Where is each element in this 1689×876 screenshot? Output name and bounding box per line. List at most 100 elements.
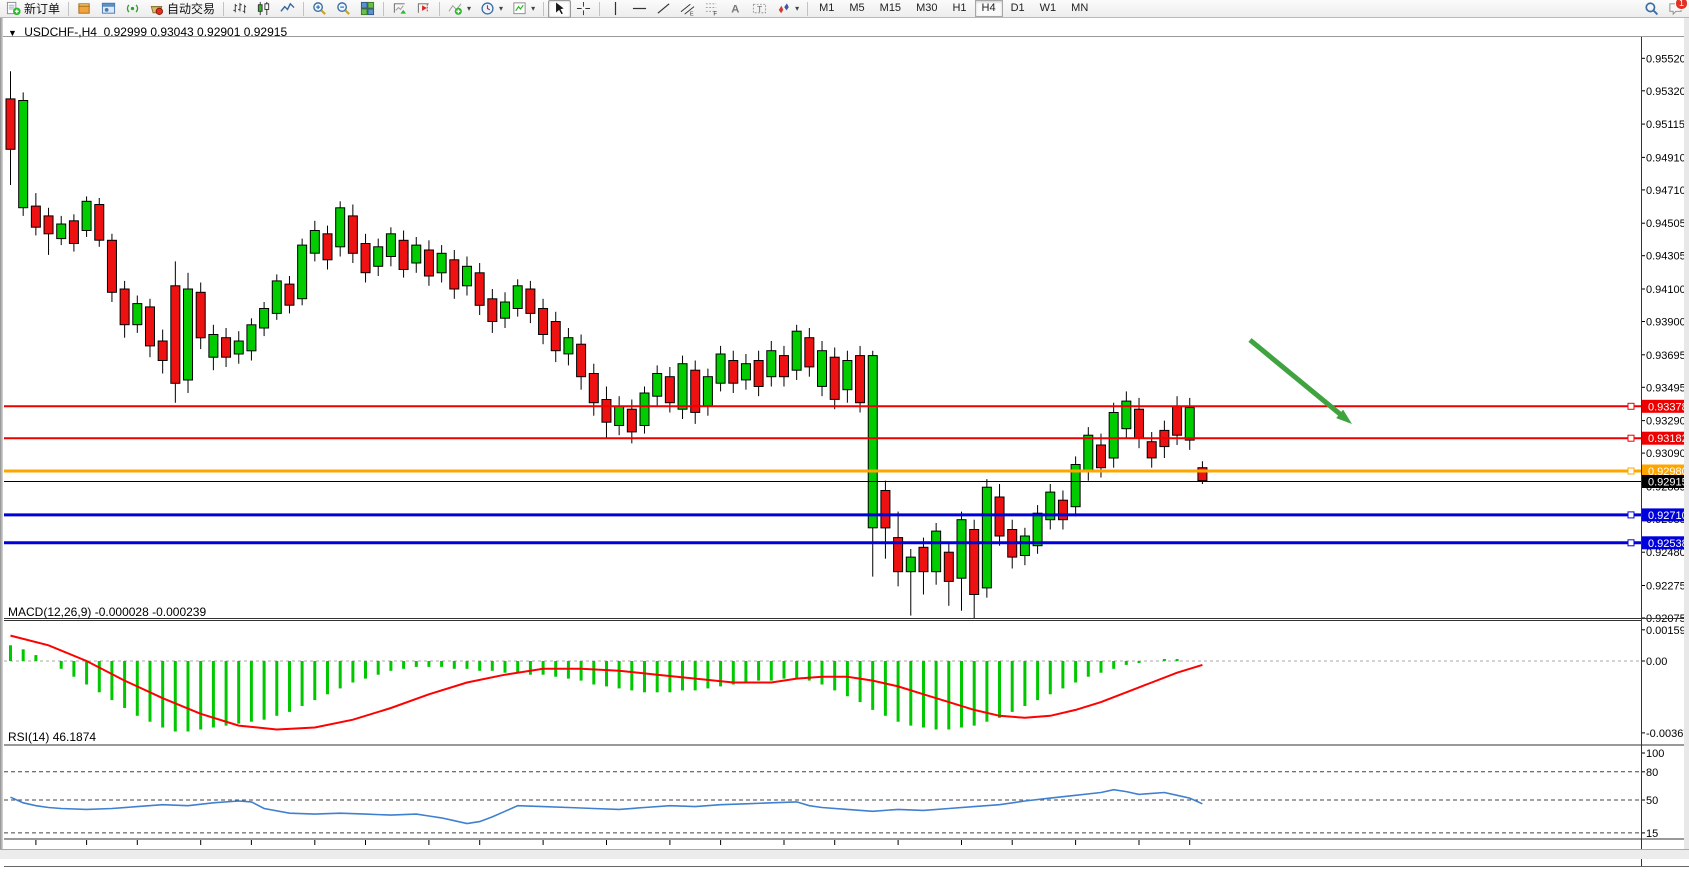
channel-button[interactable]: E xyxy=(676,0,699,18)
candle xyxy=(1045,491,1056,521)
new-order-button[interactable]: 新订单 xyxy=(2,0,64,18)
dropdown-arrow-icon[interactable]: ▾ xyxy=(531,4,536,13)
chart-window-button[interactable] xyxy=(73,0,96,18)
svg-text:E: E xyxy=(690,12,694,16)
candlestick-button[interactable] xyxy=(252,0,275,18)
candle xyxy=(81,200,92,232)
svg-text:F: F xyxy=(713,11,717,16)
chart-ohlc-values: 0.92999 0.93043 0.92901 0.92915 xyxy=(103,25,288,39)
label-button[interactable]: T xyxy=(748,0,771,18)
new-order-icon xyxy=(6,1,21,16)
candle xyxy=(56,223,67,240)
candle xyxy=(652,373,663,397)
timeframe-h1[interactable]: H1 xyxy=(952,2,967,14)
autotrading-button[interactable]: 自动交易 xyxy=(145,0,219,18)
macd-axis-tick: 0.00 xyxy=(1646,656,1667,668)
line-chart-button[interactable] xyxy=(276,0,299,18)
autotrading-button-label: 自动交易 xyxy=(167,2,216,16)
timeframe-mn[interactable]: MN xyxy=(1071,2,1089,14)
tile-windows-button[interactable] xyxy=(356,0,379,18)
candle xyxy=(740,363,751,381)
candle xyxy=(1146,441,1157,459)
timeframe-m15[interactable]: M15 xyxy=(879,2,902,14)
dropdown-arrow-icon[interactable]: ▾ xyxy=(467,4,472,13)
indicators-button[interactable]: ▾ xyxy=(444,0,475,18)
crosshair-button[interactable] xyxy=(572,0,595,18)
rsi-value: 46.1874 xyxy=(52,730,97,744)
rsi-line xyxy=(10,788,1203,825)
timeframe-h4[interactable]: H4 xyxy=(974,0,1003,17)
candle xyxy=(322,233,333,261)
fibonacci-button[interactable]: F xyxy=(700,0,723,18)
candle xyxy=(842,360,853,391)
candle xyxy=(144,306,155,347)
candle xyxy=(335,207,346,248)
dropdown-arrow-icon[interactable]: ▾ xyxy=(795,4,800,13)
price-axis-tick: 0.94505 xyxy=(1646,218,1686,230)
candle xyxy=(1108,412,1119,459)
bar-chart-button[interactable] xyxy=(228,0,251,18)
terminal-button[interactable] xyxy=(97,0,120,18)
timeframe-m30[interactable]: M30 xyxy=(916,2,938,14)
line-handle[interactable] xyxy=(1627,539,1635,547)
text-button[interactable]: A xyxy=(724,0,747,18)
candle xyxy=(94,204,105,241)
candle xyxy=(157,340,168,361)
shapes-button[interactable]: ▾ xyxy=(772,0,803,18)
candle xyxy=(436,252,447,274)
search-button[interactable] xyxy=(1640,0,1663,18)
candle xyxy=(969,529,980,595)
toolbar-separator xyxy=(223,1,225,16)
templates-button[interactable]: ▾ xyxy=(508,0,539,18)
rsi-axis-tick: 80 xyxy=(1646,767,1658,779)
candle xyxy=(664,376,675,404)
candle xyxy=(778,355,789,378)
dropdown-arrow-icon[interactable]: ▾ xyxy=(499,4,504,13)
chart-canvas[interactable]: 0.95520 0.95320 0.95115 0.94910 0.94710 0.945… xyxy=(0,18,1689,876)
timeframe-m5[interactable]: M5 xyxy=(849,2,865,14)
zoom-out-button[interactable] xyxy=(332,0,355,18)
chart-symbol-period: USDCHF-,H4 xyxy=(24,25,97,39)
trendline-button[interactable] xyxy=(652,0,675,18)
hline-button[interactable] xyxy=(628,0,651,18)
price-axis-tick: 0.92275 xyxy=(1646,581,1686,593)
candle xyxy=(867,355,878,529)
candle xyxy=(271,280,282,314)
line-handle[interactable] xyxy=(1627,402,1635,410)
candle xyxy=(411,244,422,264)
macd-signal-line xyxy=(10,634,1203,731)
signals-button[interactable] xyxy=(121,0,144,18)
timeframe-m1[interactable]: M1 xyxy=(819,2,835,14)
candle xyxy=(474,272,485,306)
candle xyxy=(943,551,954,582)
search-icon xyxy=(1645,2,1659,16)
line-handle[interactable] xyxy=(1627,467,1635,475)
candle xyxy=(614,405,625,426)
cursor-icon xyxy=(555,1,565,15)
zoom-in-button[interactable] xyxy=(308,0,331,18)
chevron-down-icon[interactable]: ▼ xyxy=(8,28,17,38)
notifications-button[interactable]: 1 xyxy=(1664,0,1688,18)
candle xyxy=(259,308,270,329)
main-toolbar: 新订单 自动交易 ▾ ▾ ▾ E F A T ▾ M1 M5 M15 M30 H1 H4 D1 W1 MN 1 xyxy=(0,0,1689,18)
line-handle[interactable] xyxy=(1627,434,1635,442)
rsi-axis-tick: 100 xyxy=(1646,748,1664,760)
macd-values: -0.000028 -0.000239 xyxy=(94,605,207,619)
periods-button[interactable]: ▾ xyxy=(476,0,507,18)
vline-button[interactable] xyxy=(604,0,627,18)
line-handle[interactable] xyxy=(1627,511,1635,519)
candle xyxy=(588,373,599,404)
rsi-indicator-label: RSI(14) 46.1874 xyxy=(8,730,96,744)
macd-name: MACD(12,26,9) xyxy=(8,605,92,619)
cursor-button[interactable] xyxy=(548,0,572,18)
timeframe-d1[interactable]: D1 xyxy=(1010,2,1025,14)
chart-shift-button[interactable] xyxy=(412,0,435,18)
price-axis-tick: 0.93290 xyxy=(1646,416,1686,428)
chart-window-icon xyxy=(78,3,90,14)
candle xyxy=(385,233,396,258)
candle xyxy=(728,360,739,384)
timeframe-w1[interactable]: W1 xyxy=(1039,2,1057,14)
svg-text:0.92538: 0.92538 xyxy=(1648,538,1688,550)
trend-arrow[interactable] xyxy=(1248,338,1352,424)
auto-scroll-button[interactable] xyxy=(388,0,411,18)
